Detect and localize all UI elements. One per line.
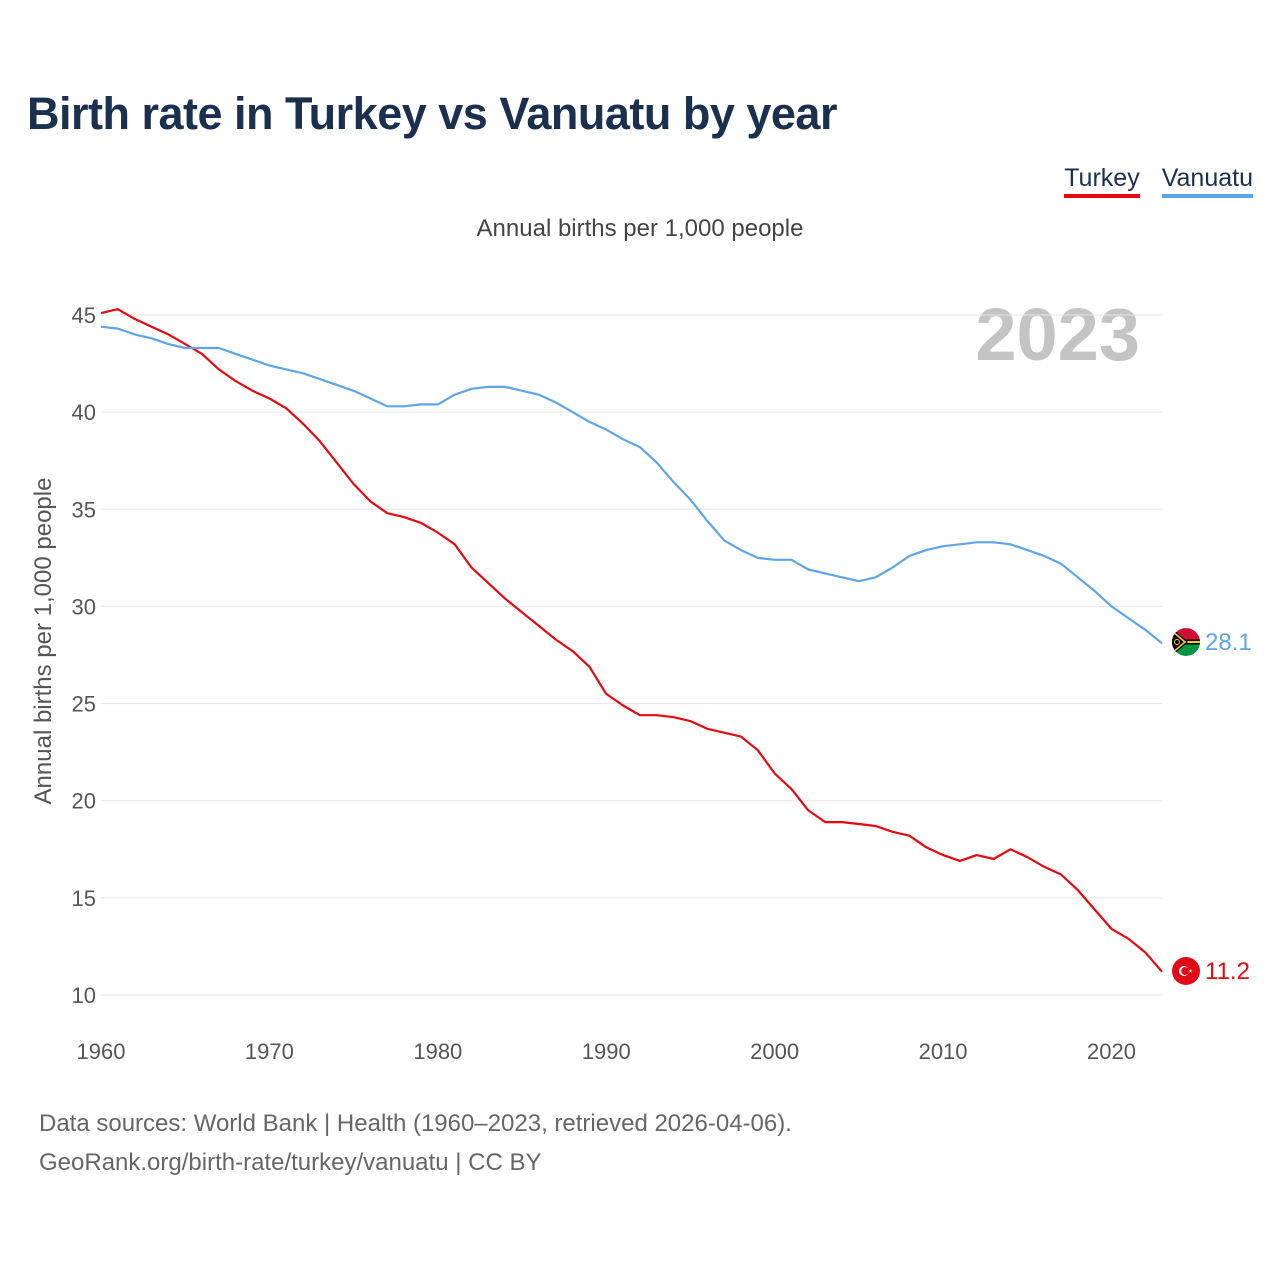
y-tick-label: 15 — [72, 886, 96, 911]
y-tick-label: 20 — [72, 789, 96, 814]
year-watermark: 2023 — [975, 293, 1140, 376]
footer: Data sources: World Bank | Health (1960–… — [39, 1104, 792, 1182]
x-tick-label: 1990 — [582, 1039, 631, 1064]
vanuatu-flag-icon — [1172, 628, 1200, 656]
end-markers: 28.1 11.2 — [1172, 628, 1252, 985]
axes: 10 15 20 25 30 35 40 45 1960 1970 1980 1990 2000 2010… — [72, 303, 1136, 1064]
series — [100, 308, 1163, 973]
legend: Turkey Vanuatu — [1064, 164, 1253, 198]
footer-sources: Data sources: World Bank | Health (1960–… — [39, 1110, 792, 1137]
series-line-vanuatu[interactable] — [100, 325, 1163, 645]
x-tick-label: 1970 — [245, 1039, 294, 1064]
x-tick-label: 2010 — [919, 1039, 968, 1064]
chart-subtitle: Annual births per 1,000 people — [476, 215, 804, 242]
legend-item-vanuatu[interactable]: Vanuatu — [1161, 164, 1253, 198]
y-tick-label: 35 — [72, 497, 96, 522]
y-axis-label: Annual births per 1,000 people — [30, 478, 57, 805]
chart-title: Birth rate in Turkey vs Vanuatu by year — [27, 88, 837, 139]
y-tick-label: 45 — [72, 303, 96, 328]
series-line-turkey[interactable] — [100, 308, 1163, 973]
x-tick-label: 1960 — [77, 1039, 126, 1064]
y-tick-label: 10 — [72, 983, 96, 1008]
y-tick-label: 40 — [72, 400, 96, 425]
footer-link[interactable]: GeoRank.org/birth-rate/turkey/vanuatu | … — [39, 1149, 542, 1176]
turkey-end-value: 11.2 — [1205, 958, 1250, 985]
x-tick-label: 2020 — [1087, 1039, 1136, 1064]
legend-item-turkey[interactable]: Turkey — [1064, 164, 1140, 198]
turkey-flag-icon — [1172, 957, 1200, 985]
y-tick-label: 25 — [72, 692, 96, 717]
gridlines — [101, 314, 1162, 996]
x-tick-label: 2000 — [750, 1039, 799, 1064]
x-tick-label: 1980 — [413, 1039, 462, 1064]
y-tick-label: 30 — [72, 594, 96, 619]
vanuatu-end-value: 28.1 — [1205, 629, 1252, 656]
